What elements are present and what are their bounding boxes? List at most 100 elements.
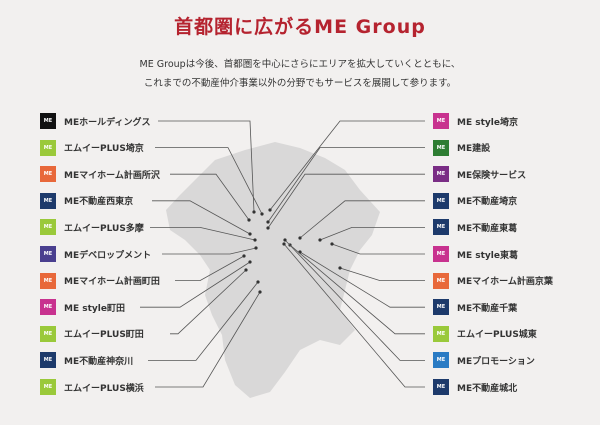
company-item[interactable]: ME ME不動産神奈川 [40, 352, 133, 369]
me-hoken-logo: ME [433, 166, 449, 183]
me-promotion-logo: ME [433, 352, 449, 369]
location-dot [253, 238, 257, 242]
company-label: MEマイホーム計画所沢 [64, 170, 160, 181]
location-dot [330, 242, 334, 246]
company-label: ME不動産城北 [457, 383, 518, 394]
leader-line [158, 120, 255, 213]
company-item[interactable]: ME ME不動産埼京 [433, 192, 518, 209]
location-dot [298, 236, 302, 240]
company-item[interactable]: ME ME style埼京 [433, 113, 518, 129]
leader-line [289, 244, 425, 335]
leader-line [152, 200, 251, 235]
company-label: ME不動産西東京 [64, 197, 134, 208]
location-dot [254, 246, 258, 250]
leader-line [299, 200, 425, 239]
company-item[interactable]: ME MEマイホーム計画町田 [40, 272, 160, 289]
location-dot [242, 254, 246, 258]
company-label: ME style埼京 [457, 117, 518, 128]
me-development-logo: ME [40, 246, 56, 262]
me-fudosan-logo: ME [433, 379, 449, 395]
leader-line [284, 239, 425, 361]
me-plus-logo: ME [40, 219, 56, 236]
location-dot [266, 220, 270, 224]
company-label: エムイーPLUS多摩 [64, 223, 144, 234]
map-region [166, 142, 380, 398]
me-style-logo: ME [433, 113, 449, 129]
me-fudosan-logo: ME [433, 192, 449, 209]
me-plus-logo: ME [40, 139, 56, 156]
company-item[interactable]: ME ME不動産城北 [433, 379, 517, 395]
company-label: MEプロモーション [457, 356, 535, 367]
me-style-logo: ME [433, 246, 449, 262]
me-kensetsu-logo: ME [433, 139, 449, 156]
leader-line [140, 261, 251, 308]
company-label: エムイーPLUS横浜 [64, 383, 144, 394]
me-fudosan-logo: ME [40, 352, 56, 369]
company-item[interactable]: ME ME建設 [433, 139, 491, 156]
company-label: ME建設 [457, 144, 491, 155]
location-dot [248, 260, 252, 264]
company-label: エムイーPLUS埼京 [64, 144, 144, 155]
me-fudosan-logo: ME [40, 192, 56, 209]
company-label: ME不動産埼京 [457, 197, 518, 208]
location-dot [244, 268, 248, 272]
company-item[interactable]: ME ME style町田 [40, 299, 125, 316]
company-item[interactable]: ME ME保険サービス [433, 166, 526, 183]
company-item[interactable]: ME ME style東葛 [433, 246, 518, 262]
page-title: 首都圏に広がるME Group [174, 16, 426, 38]
location-dot [338, 266, 342, 270]
me-style-logo: ME [40, 299, 56, 316]
location-dot [268, 208, 272, 212]
company-label: ME style東葛 [457, 250, 518, 261]
company-item[interactable]: ME エムイーPLUS埼京 [40, 139, 144, 156]
company-label: MEデベロップメント [64, 250, 152, 261]
company-label: ME不動産千葉 [457, 303, 518, 314]
leader-line [162, 247, 257, 255]
company-item[interactable]: ME MEマイホーム計画所沢 [40, 166, 160, 183]
location-dot [248, 232, 252, 236]
company-label: MEマイホーム計画町田 [64, 277, 160, 288]
leader-line [155, 147, 263, 215]
company-item[interactable]: ME ME不動産西東京 [40, 192, 134, 209]
location-dot [247, 218, 251, 222]
leader-line [175, 255, 245, 282]
myhome-logo: ME [40, 272, 56, 289]
company-label: ME不動産東葛 [457, 223, 518, 234]
company-item[interactable]: ME ME不動産東葛 [433, 219, 518, 236]
leader-line [339, 267, 425, 282]
company-item[interactable]: ME ME不動産千葉 [433, 299, 518, 316]
company-item[interactable]: ME エムイーPLUS町田 [40, 325, 144, 342]
leader-line [267, 147, 425, 223]
company-item[interactable]: ME エムイーPLUS城東 [433, 325, 537, 342]
me-plus-logo: ME [40, 379, 56, 395]
me-fudosan-logo: ME [433, 219, 449, 236]
location-dot [260, 212, 264, 216]
company-item[interactable]: ME エムイーPLUS多摩 [40, 219, 144, 236]
me-plus-logo: ME [433, 325, 449, 342]
leader-line [155, 291, 261, 388]
company-item[interactable]: ME MEマイホーム計画京葉 [433, 272, 553, 289]
company-item[interactable]: ME MEプロモーション [433, 352, 535, 369]
company-label: エムイーPLUS城東 [457, 330, 537, 341]
leader-line [331, 243, 425, 255]
leader-line [299, 251, 425, 308]
me-fudosan-logo: ME [433, 299, 449, 316]
leader-line [269, 120, 425, 211]
company-label: ME style町田 [64, 303, 125, 314]
location-dot [252, 210, 256, 214]
company-label: MEホールディングス [64, 117, 151, 128]
myhome-logo: ME [433, 272, 449, 289]
leader-line [148, 281, 259, 361]
location-dot [266, 226, 270, 230]
company-item[interactable]: ME MEデベロップメント [40, 246, 151, 262]
intro-text: ME Groupは今後、首都圏を中心にさらにエリアを拡大していくとともに、 これ… [0, 55, 600, 93]
company-item[interactable]: ME MEホールディングス [40, 113, 150, 129]
intro-line: これまでの不動産仲介事業以外の分野でもサービスを展開して参ります。 [143, 78, 457, 89]
company-item[interactable]: ME エムイーPLUS横浜 [40, 379, 144, 395]
myhome-logo: ME [40, 166, 56, 183]
leader-line [267, 173, 425, 229]
company-label: MEマイホーム計画京葉 [457, 277, 553, 288]
location-dot [283, 238, 287, 242]
leader-line [283, 243, 425, 388]
